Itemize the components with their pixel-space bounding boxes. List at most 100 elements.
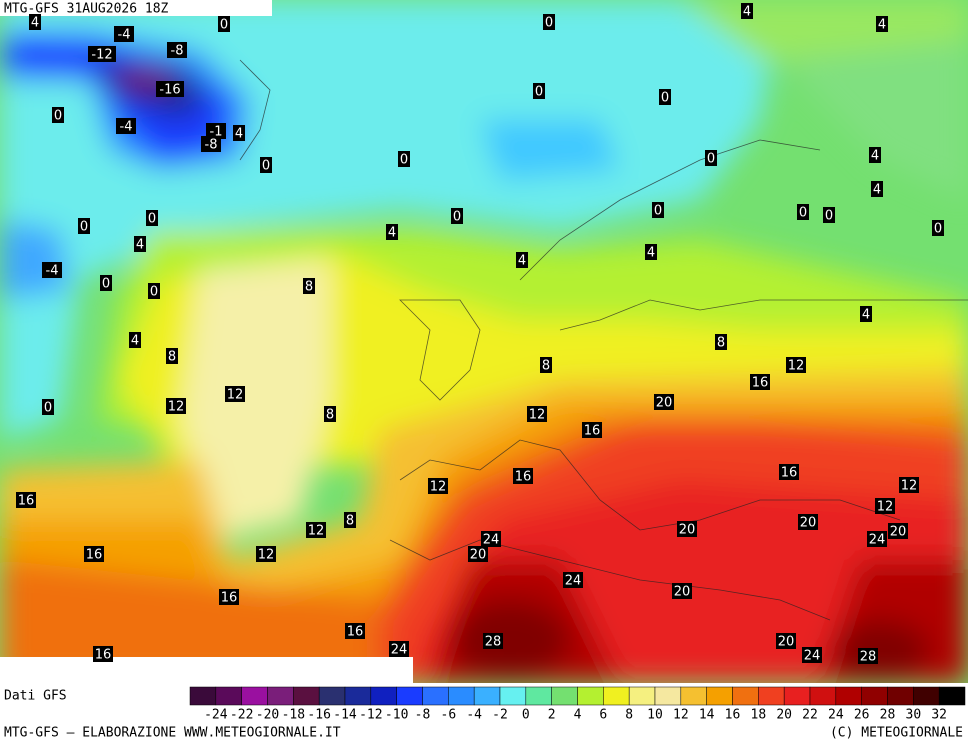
contour-label-bg bbox=[84, 546, 104, 562]
contour-label-bg bbox=[483, 633, 503, 649]
contour-label: 0 bbox=[453, 210, 461, 225]
contour-label-bg bbox=[451, 208, 463, 224]
colorbar-box bbox=[241, 686, 268, 706]
contour-label: 4 bbox=[136, 238, 144, 253]
contour-label: 0 bbox=[80, 220, 88, 235]
colorbar-label: -2 bbox=[492, 708, 508, 723]
contour-label-bg bbox=[798, 514, 818, 530]
contour-label-bg bbox=[750, 374, 770, 390]
colorbar-label: 30 bbox=[906, 708, 922, 723]
contour-label: 0 bbox=[799, 206, 807, 221]
contour-label: 12 bbox=[788, 359, 805, 374]
contour-label: 8 bbox=[326, 408, 334, 423]
colorbar-label: -18 bbox=[282, 708, 305, 723]
contour-label-bg bbox=[52, 107, 64, 123]
contour-label: 20 bbox=[778, 635, 795, 650]
footer-left: MTG-GFS — ELABORAZIONE WWW.METEOGIORNALE… bbox=[4, 726, 341, 741]
colorbar-label: -4 bbox=[466, 708, 482, 723]
contour-label: 0 bbox=[934, 222, 942, 237]
contour-label-bg bbox=[428, 478, 448, 494]
colorbar-box bbox=[680, 686, 707, 706]
colorbar-box bbox=[370, 686, 397, 706]
colorbar-label: -10 bbox=[385, 708, 408, 723]
colorbar-label: 20 bbox=[776, 708, 792, 723]
contour-label-bg bbox=[513, 468, 533, 484]
colorbar-box bbox=[577, 686, 604, 706]
temperature-field bbox=[0, 0, 968, 683]
contour-label: 16 bbox=[95, 648, 112, 663]
colorbar-label: 24 bbox=[828, 708, 844, 723]
contour-label: 4 bbox=[31, 16, 39, 31]
contour-label-bg bbox=[114, 26, 134, 42]
contour-label-bg bbox=[654, 394, 674, 410]
colorbar-label: -6 bbox=[441, 708, 457, 723]
colorbar-box bbox=[344, 686, 372, 706]
contour-label: 16 bbox=[18, 494, 35, 509]
colorbar-box bbox=[913, 686, 940, 706]
contour-label-bg bbox=[42, 399, 54, 415]
contour-label-bg bbox=[540, 357, 552, 373]
colorbar-label: 28 bbox=[880, 708, 896, 723]
contour-label: 4 bbox=[862, 308, 870, 323]
colorbar-label: 22 bbox=[802, 708, 818, 723]
contour-label: 8 bbox=[542, 359, 550, 374]
contour-label-bg bbox=[677, 521, 697, 537]
contour-label: 4 bbox=[871, 149, 879, 164]
contour-label: 12 bbox=[901, 479, 918, 494]
contour-label: 0 bbox=[535, 85, 543, 100]
colorbar-label: 16 bbox=[725, 708, 741, 723]
contour-label-bg bbox=[871, 181, 883, 197]
footer-right: (C) METEOGIORNALE bbox=[830, 726, 963, 741]
colorbar-box bbox=[318, 686, 346, 706]
contour-label: 4 bbox=[873, 183, 881, 198]
contour-label: 8 bbox=[305, 280, 313, 295]
colorbar-box bbox=[783, 686, 811, 706]
colorbar-box bbox=[215, 686, 242, 706]
contour-label: -4 bbox=[118, 28, 131, 43]
colorbar-box bbox=[758, 686, 785, 706]
contour-label-bg bbox=[167, 42, 187, 58]
contour-label-bg bbox=[345, 623, 365, 639]
contour-label: 20 bbox=[656, 396, 673, 411]
colorbar-label: 32 bbox=[931, 708, 947, 723]
contour-label: 4 bbox=[878, 18, 886, 33]
contour-label-bg bbox=[42, 262, 62, 278]
contour-label-bg bbox=[166, 348, 178, 364]
contour-label: 20 bbox=[890, 525, 907, 540]
colorbar-label: -24 bbox=[204, 708, 228, 723]
contour-label: 0 bbox=[54, 109, 62, 124]
contour-label-bg bbox=[776, 633, 796, 649]
colorbar-box bbox=[938, 686, 966, 706]
colorbar-box bbox=[706, 686, 733, 706]
contour-label: -12 bbox=[91, 48, 112, 63]
contour-label-bg bbox=[303, 278, 315, 294]
colorbar-label: 0 bbox=[522, 708, 530, 723]
contour-label: 8 bbox=[168, 350, 176, 365]
contour-label: 24 bbox=[804, 649, 821, 664]
contour-label: 0 bbox=[44, 401, 52, 416]
colorbar-label: -12 bbox=[359, 708, 382, 723]
contour-label-bg bbox=[260, 157, 272, 173]
contour-label-bg bbox=[481, 531, 501, 547]
colorbar-label: -20 bbox=[256, 708, 279, 723]
contour-label: 28 bbox=[485, 635, 502, 650]
contour-label-bg bbox=[218, 16, 230, 32]
contour-label: 4 bbox=[518, 254, 526, 269]
colorbar-box bbox=[732, 686, 759, 706]
contour-label: 16 bbox=[781, 466, 798, 481]
colorbar-label: 26 bbox=[854, 708, 870, 723]
contour-label: 12 bbox=[877, 500, 894, 515]
colorbar-box bbox=[861, 686, 888, 706]
contour-label-bg bbox=[715, 334, 727, 350]
colorbar-box bbox=[448, 686, 475, 706]
contour-label-bg bbox=[876, 16, 888, 32]
contour-label: 0 bbox=[150, 285, 158, 300]
contour-label: -1 bbox=[210, 125, 223, 140]
contour-label: 4 bbox=[743, 5, 751, 20]
contour-label-bg bbox=[206, 123, 226, 139]
contour-label: 24 bbox=[565, 574, 582, 589]
contour-label-bg bbox=[256, 546, 276, 562]
colorbar-label: -16 bbox=[307, 708, 330, 723]
contour-label-bg bbox=[134, 236, 146, 252]
